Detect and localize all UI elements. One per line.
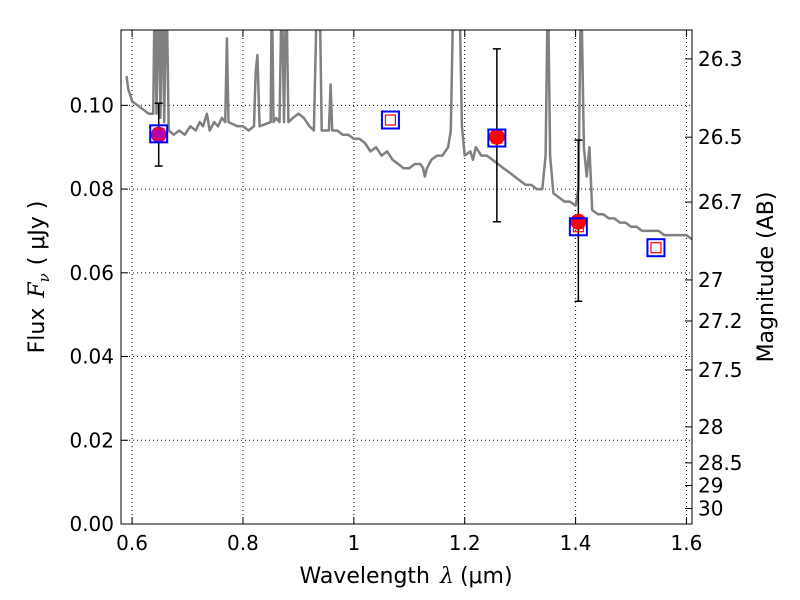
x-axis-label: Wavelength λ (μm) [299,564,512,589]
x-tick-label: 0.6 [116,531,148,555]
y2-tick-label: 29 [698,473,723,497]
model-band-box [646,238,666,258]
model-band-inner [650,242,662,254]
x-tick-label: 1.2 [449,531,481,555]
model-spectrum-line [125,30,692,241]
y2-tick-label: 27.5 [698,358,743,382]
x-tick-label: 0.8 [227,531,259,555]
observed-point [488,128,505,145]
model-band-inner [153,128,165,140]
y2-tick-label: 27 [698,268,723,292]
plot-frame [120,29,693,525]
y2-tick-label: 30 [698,497,723,521]
y-tick-label: 0.08 [69,177,114,201]
y2-tick-label: 26.5 [698,125,743,149]
y2-tick-label: 27.2 [698,309,743,333]
y2-tick-label: 28.5 [698,451,743,475]
y2-tick-label: 26.3 [698,47,743,71]
y2-tick-label: 28 [698,415,723,439]
x-tick-label: 1.6 [671,531,703,555]
y-axis-label: FluxFν( μJy ) [25,201,53,354]
model-band-box [149,124,169,144]
y-tick-label: 0.02 [69,428,114,452]
x-tick-label: 1.4 [560,531,592,555]
y-tick-label: 0.10 [69,93,114,117]
model-band-inner [572,221,584,233]
grid [121,30,692,525]
model-band-inner [384,114,397,126]
y2-tick-label: 26.7 [698,190,743,214]
axis-ticks: 0.6 0.8 1 1.2 1.4 1.6 0.00 0.02 0.04 0.06 0.08 0.10… [69,30,743,555]
photometry-markers [149,48,666,303]
model-band-box [568,217,588,237]
x-tick-label: 1 [347,531,360,555]
model-band-box [487,128,507,148]
y-tick-label: 0.06 [69,261,114,285]
y-tick-label: 0.04 [69,345,114,369]
model-band-box [380,110,400,130]
model-spectrum [125,30,692,241]
y-tick-label: 0.00 [69,512,114,536]
y2-axis-label: Magnitude (AB) [754,192,779,363]
model-band-inner [491,132,503,144]
